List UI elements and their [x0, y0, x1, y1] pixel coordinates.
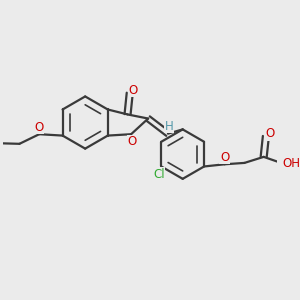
Text: O: O — [128, 84, 138, 97]
Text: O: O — [266, 127, 274, 140]
Text: H: H — [165, 120, 174, 133]
Text: O: O — [128, 135, 137, 148]
Text: Cl: Cl — [153, 168, 165, 181]
Text: O: O — [34, 121, 43, 134]
Text: O: O — [220, 151, 229, 164]
Text: OH: OH — [282, 157, 300, 170]
